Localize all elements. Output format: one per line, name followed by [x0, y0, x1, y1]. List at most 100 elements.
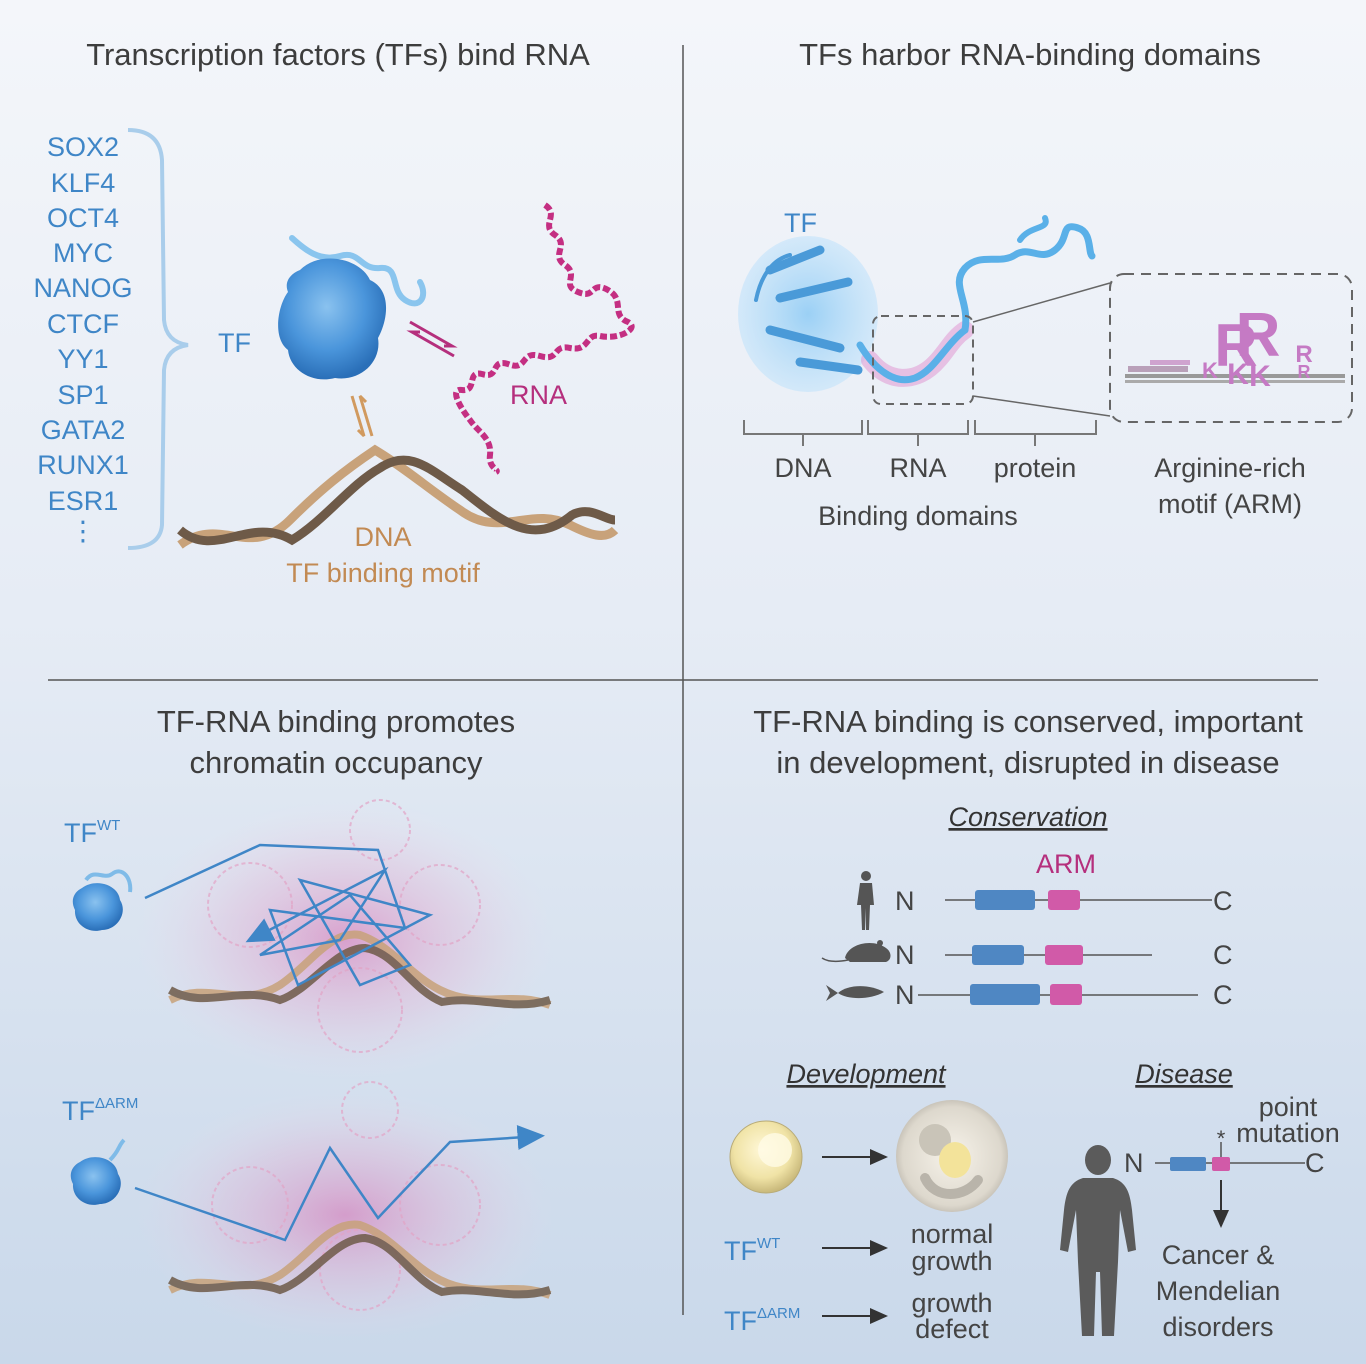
protein-row-human: N C: [895, 886, 1233, 916]
zoom-box-large: [1109, 273, 1353, 423]
tf-label: TF: [218, 328, 251, 358]
domain-label-dna: DNA: [774, 453, 831, 483]
conservation-heading: Conservation: [948, 802, 1107, 832]
arm-domain: [1212, 1157, 1230, 1171]
equilibrium-arrows-tf-dna: [350, 394, 374, 438]
c-terminus: C: [1213, 940, 1233, 970]
logo-letter: R: [1236, 301, 1281, 370]
dna-label: DNA: [354, 522, 411, 552]
dev-tf-arm-label: TFΔARM: [724, 1305, 800, 1336]
dev-tf-arm-sup: ΔARM: [757, 1305, 800, 1322]
n-terminus: N: [895, 980, 915, 1010]
tf-helices: [754, 245, 863, 375]
human-icon-small: [857, 871, 874, 930]
tf-name-list: SOX2 KLF4 OCT4 MYC NANOG CTCF YY1 SP1 GA…: [33, 132, 132, 546]
tf-name: CTCF: [47, 309, 119, 339]
dna-binding-domain: [970, 984, 1040, 1005]
dev-tf-wt-sup: WT: [757, 1235, 780, 1252]
tf-arm-tail: [108, 1138, 126, 1162]
tf-wt-tail: [84, 869, 133, 893]
human-icon-large: [1060, 1145, 1136, 1336]
point-mutation-line2: mutation: [1236, 1118, 1340, 1148]
tf-structure-cloud: [738, 236, 878, 392]
background-rna-wt: [207, 799, 481, 1053]
panel-title-line1: TF-RNA binding promotes: [157, 704, 515, 739]
mutation-asterisk: *: [1217, 1126, 1226, 1151]
protein-row-disease: N C: [1124, 1142, 1325, 1178]
arm-domain: [1050, 984, 1082, 1005]
tf-tail: [289, 235, 427, 307]
zoom-line-top: [972, 282, 1111, 323]
tf-trajectory-wt: [144, 843, 434, 987]
dna-binding-domain: [972, 945, 1024, 965]
disease-heading: Disease: [1135, 1059, 1233, 1089]
embryo-head: [919, 1124, 951, 1156]
c-terminus: C: [1213, 886, 1233, 916]
dev-tf-wt-label: TFWT: [724, 1235, 780, 1266]
logo-letter: K: [1249, 360, 1271, 393]
arm-domain: [1048, 890, 1080, 910]
growth-defect-line2: defect: [915, 1314, 989, 1344]
arm-caption-line1: Arginine-rich: [1154, 453, 1306, 483]
dna-helix-arm: [168, 1220, 552, 1299]
disorder-line1: Cancer &: [1162, 1240, 1275, 1270]
tf-disordered-tail: [955, 223, 1096, 334]
panel-title-line2: in development, disrupted in disease: [776, 745, 1279, 780]
tf-name: ESR1: [48, 486, 119, 516]
embryo-body: [920, 1173, 983, 1199]
rna-glow-arm: [135, 1090, 555, 1340]
tf-name: MYC: [53, 238, 113, 268]
development-heading: Development: [786, 1059, 947, 1089]
arm-caption-line2: motif (ARM): [1158, 489, 1302, 519]
dna-helix: [177, 444, 619, 549]
tf-name: OCT4: [47, 203, 119, 233]
fish-icon: [826, 985, 884, 1001]
tf-name: RUNX1: [37, 450, 129, 480]
n-terminus: N: [895, 940, 915, 970]
tf-arm-sup: ΔARM: [95, 1095, 138, 1112]
rna-label: RNA: [510, 380, 567, 410]
zoom-box-small: [872, 315, 974, 405]
rna-strand: [453, 202, 635, 475]
tf-name: NANOG: [33, 273, 132, 303]
protein-row-fish: N C: [895, 980, 1233, 1010]
c-terminus: C: [1213, 980, 1233, 1010]
equilibrium-arrows-tf-rna: [406, 320, 458, 358]
arm-domain: [1045, 945, 1083, 965]
tf-protein-blob: [278, 258, 387, 380]
tf-arm-blob: [70, 1157, 121, 1205]
dna-binding-domain: [975, 890, 1035, 910]
rna-binding-segment: [856, 326, 969, 384]
panel-chromatin-occupancy: TF-RNA binding promotes chromatin occupa…: [62, 704, 555, 1340]
embryo-yolk: [939, 1142, 971, 1178]
tf-arm-base: TF: [62, 1096, 95, 1126]
tf-tail-loop: [1017, 215, 1049, 243]
c-terminus: C: [1305, 1148, 1325, 1178]
egg-nucleus: [758, 1133, 792, 1167]
panel-title: TFs harbor RNA-binding domains: [799, 37, 1261, 72]
panel-conserved-development-disease: TF-RNA binding is conserved, important i…: [724, 704, 1340, 1344]
dev-tf-wt-base: TF: [724, 1236, 757, 1266]
domains-caption: Binding domains: [818, 501, 1018, 531]
dna-helix-wt: [168, 930, 552, 1009]
mouse-icon: [821, 940, 891, 963]
dev-tf-arm-base: TF: [724, 1306, 757, 1336]
panel-tfs-bind-rna: Transcription factors (TFs) bind RNA SOX…: [33, 37, 635, 588]
normal-growth-line1: normal: [911, 1219, 994, 1249]
domain-brackets: [743, 420, 1097, 446]
tf-wt-base: TF: [64, 818, 97, 848]
tf-label: TF: [784, 208, 817, 238]
tf-trajectory-arm: [134, 1125, 545, 1242]
logo-letter: R: [1295, 341, 1312, 368]
tf-wt-blob: [72, 883, 123, 931]
tf-name: SOX2: [47, 132, 119, 162]
growth-defect-line1: growth: [911, 1288, 992, 1318]
rna-glow-wt: [135, 800, 555, 1080]
disorder-line2: Mendelian: [1156, 1276, 1281, 1306]
dna-binding-domain: [1170, 1157, 1206, 1171]
panel-rna-binding-domains: TFs harbor RNA-binding domains TF R R K: [738, 37, 1353, 531]
panel-title-line2: chromatin occupancy: [190, 745, 483, 780]
tf-name: KLF4: [51, 168, 116, 198]
arm-label: ARM: [1036, 849, 1096, 879]
